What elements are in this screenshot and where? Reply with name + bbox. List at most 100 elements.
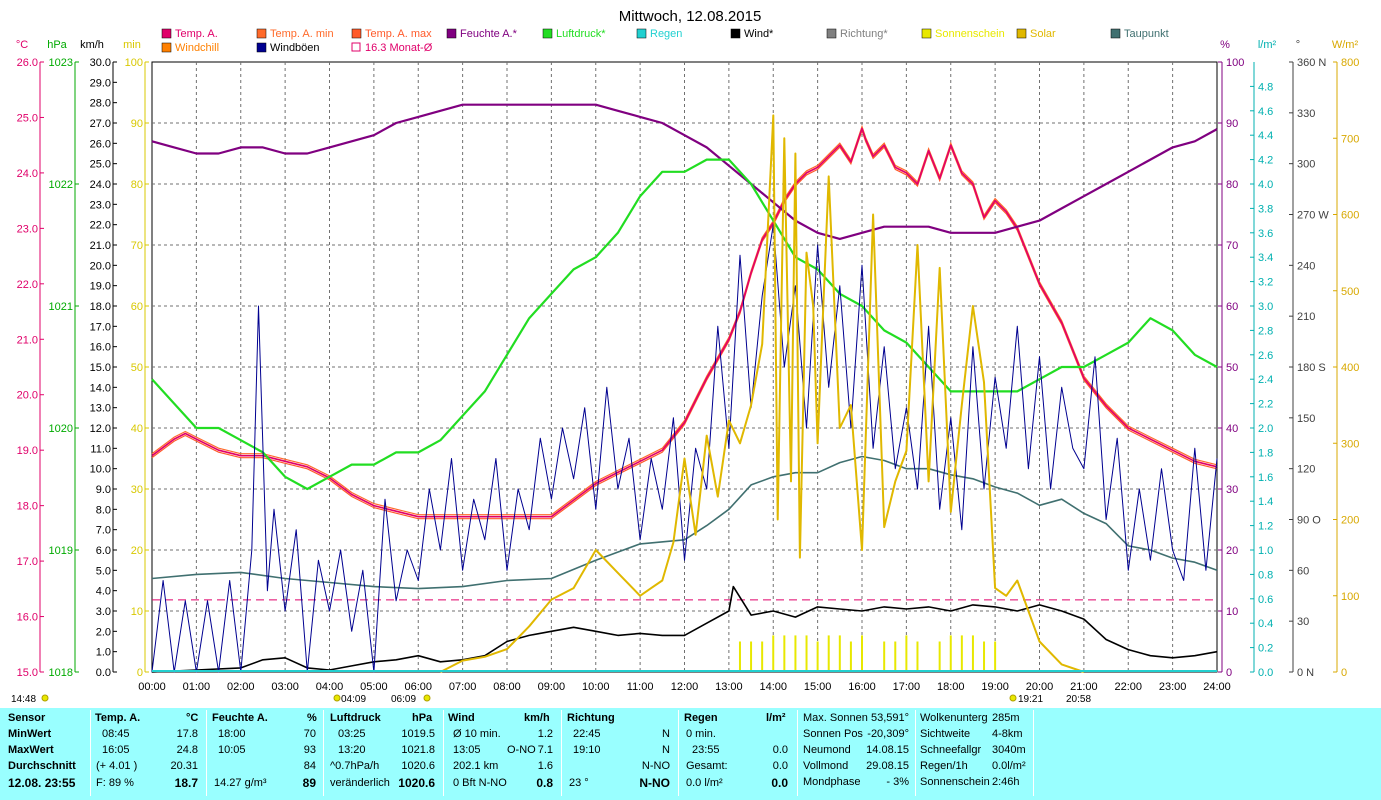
x-event-label: 19:21 <box>1018 694 1043 705</box>
legend-label: Taupunkt <box>1124 28 1169 40</box>
axis-tick-label: 600 <box>1341 210 1359 222</box>
axis-tick-label: 0.2 <box>1258 643 1273 655</box>
sun-icon <box>423 694 431 702</box>
series-wind <box>151 585 1218 673</box>
header-feuchte: Feuchte A. <box>212 712 268 724</box>
legend-label: Solar <box>1030 28 1056 40</box>
axis-tick-label: 50 <box>1226 362 1238 374</box>
weather-label: Sonnenschein <box>920 776 990 788</box>
astro-value: 14.08.15 <box>866 744 909 756</box>
astro-label: Vollmond <box>803 760 849 772</box>
axis-unit-label: hPa <box>47 39 67 51</box>
x-tick-label: 12:00 <box>671 681 699 693</box>
x-tick-label: 00:00 <box>138 681 166 693</box>
weather-label: Sichtweite <box>920 728 971 740</box>
axis-tick-label: 700 <box>1341 133 1359 145</box>
sun-icon <box>41 694 49 702</box>
axis-unit-label: % <box>1220 39 1230 51</box>
axis-tick-label: 270 W <box>1297 210 1329 222</box>
legend-label: Temp. A. max <box>365 28 432 40</box>
feuchte-time: 10:05 <box>218 744 246 756</box>
axis-tick-label: 4.8 <box>1258 81 1273 93</box>
row-label: MinWert <box>8 728 52 740</box>
x-tick-label: 06:00 <box>404 681 432 693</box>
axis-tick-label: 28.0 <box>90 98 111 110</box>
axis-tick-label: 16.0 <box>90 342 111 354</box>
axis-tick-label: 1.0 <box>1258 545 1273 557</box>
astro-label: Sonnen Pos <box>803 728 863 740</box>
axis-tick-label: 240 <box>1297 260 1315 272</box>
axis-tick-label: 360 N <box>1297 57 1326 69</box>
axis-tick-label: 3.4 <box>1258 252 1273 264</box>
axis-tick-label: 400 <box>1341 362 1359 374</box>
feuchte-time: 14.27 g/m³ <box>214 777 267 789</box>
richtung-value: N-NO <box>639 776 670 790</box>
header-luftdruck-unit: hPa <box>412 712 433 724</box>
x-event-label: 14:48 <box>11 694 36 705</box>
feuchte-value: 84 <box>303 760 316 772</box>
x-tick-label: 20:00 <box>1026 681 1054 693</box>
feuchte-value: 89 <box>302 776 316 790</box>
legend-swatch <box>1016 28 1027 39</box>
x-tick-label: 08:00 <box>493 681 521 693</box>
axis-tick-label: 4.6 <box>1258 106 1273 118</box>
legend-label: Richtung* <box>840 28 888 40</box>
richtung-value: N-NO <box>641 760 670 772</box>
astro-value: 29.08.15 <box>866 760 909 772</box>
x-tick-label: 09:00 <box>538 681 566 693</box>
weather-value: 2:46h <box>992 776 1020 788</box>
axis-tick-label: 26.0 <box>90 138 111 150</box>
x-event-label: 20:58 <box>1066 694 1091 705</box>
luft-value: 1020.6 <box>401 760 435 772</box>
axis-tick-label: 30 <box>1297 616 1309 628</box>
legend-swatch <box>730 28 741 39</box>
legend-swatch <box>161 28 172 39</box>
weather-chart: Mittwoch, 12.08.2015 Temp. A. Temp. A. mi… <box>11 8 1360 705</box>
axis-tick-label: 29.0 <box>90 77 111 89</box>
weather-value: 4-8km <box>992 728 1023 740</box>
luft-value: 1019.5 <box>401 728 435 740</box>
axis-tick-label: 100 <box>1341 591 1359 603</box>
regen-value: 0.0 <box>771 776 788 790</box>
axis-tick-label: 20.0 <box>90 260 111 272</box>
axis-tick-label: 1021 <box>49 301 73 313</box>
axis-tick-label: 27.0 <box>90 118 111 130</box>
axis-tick-label: 2.2 <box>1258 399 1273 411</box>
weather-value: 0.0l/m² <box>992 760 1026 772</box>
series-feuchte-a <box>151 103 1218 240</box>
legend-label: Windböen <box>270 42 320 54</box>
header-richtung: Richtung <box>567 712 615 724</box>
feuchte-value: 93 <box>303 744 316 756</box>
axis-tick-label: 0 N <box>1297 667 1314 679</box>
series-windböen <box>151 224 1218 673</box>
legend-label: Luftdruck* <box>556 28 606 40</box>
astro-value: - 3% <box>886 776 909 788</box>
x-tick-label: 13:00 <box>715 681 743 693</box>
richtung-time: 19:10 <box>573 744 601 756</box>
axis-unit-label: W/m² <box>1332 39 1359 51</box>
luft-value: 1020.6 <box>398 776 435 790</box>
header-regen-unit: l/m² <box>766 712 786 724</box>
axis-unit-label: l/m² <box>1258 39 1277 51</box>
weather-label: Schneefallgr <box>920 744 982 756</box>
axis-tick-label: 30.0 <box>90 57 111 69</box>
axis-tick-label: 0 <box>1341 667 1347 679</box>
axis-tick-label: 60 <box>131 301 143 313</box>
feuchte-time: 18:00 <box>218 728 246 740</box>
axis-tick-label: 20 <box>1226 545 1238 557</box>
axis-unit-label: km/h <box>80 39 104 51</box>
wind-value: 0.8 <box>536 776 553 790</box>
legend: Temp. A. Temp. A. min Temp. A. max Feuchte … <box>161 28 1169 54</box>
axis-tick-label: 15.0 <box>90 362 111 374</box>
axis-tick-label: 0 <box>137 667 143 679</box>
regen-label: 23:55 <box>692 744 720 756</box>
axis-tick-label: 8.0 <box>96 504 111 516</box>
temp-value: 18.7 <box>174 776 198 790</box>
row-label: 12.08. 23:55 <box>8 776 76 790</box>
regen-label: Gesamt: <box>686 760 728 772</box>
axis-tick-label: 300 <box>1297 159 1315 171</box>
x-event-label: 04:09 <box>341 694 366 705</box>
axis-tick-label: 16.0 <box>17 612 38 624</box>
axis-tick-label: 25.0 <box>90 159 111 171</box>
temp-time: (+ 4.01 ) <box>96 760 138 772</box>
